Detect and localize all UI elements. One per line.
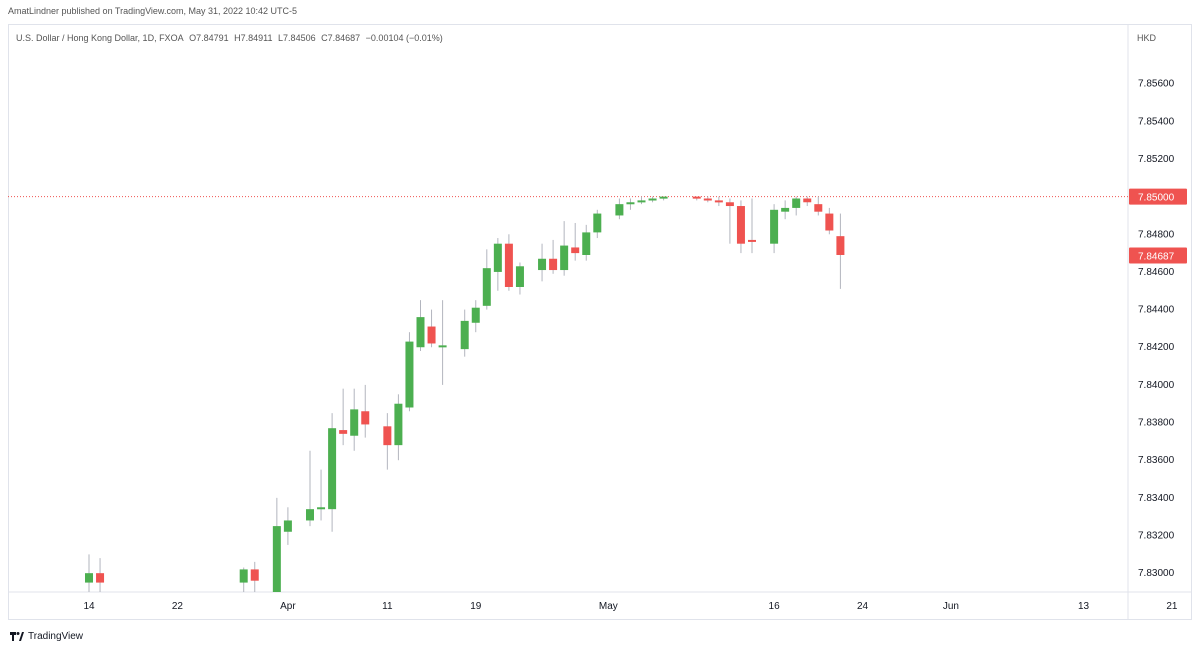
symbol-name: U.S. Dollar / Hong Kong Dollar, 1D, FXOA [16,33,184,43]
candle-up [792,198,801,208]
y-tick-label: 7.83400 [1138,493,1175,504]
legend-high: H7.84911 [234,33,273,43]
candle-up [560,245,569,271]
last-price-label-bg [1129,247,1187,264]
x-tick-label: Jun [943,601,959,612]
symbol-legend: U.S. Dollar / Hong Kong Dollar, 1D, FXOA… [16,33,446,43]
candle-up [582,232,591,255]
x-tick-label: 24 [857,601,869,612]
y-tick-label: 7.83000 [1138,568,1175,579]
candle-up [482,268,491,306]
publisher-line: AmatLindner published on TradingView.com… [8,6,298,16]
candle-up [350,409,359,436]
candle-up [538,258,547,271]
candle-up [438,345,447,348]
candle-down [692,196,701,199]
candle-down [571,247,580,254]
candle-down [427,326,436,344]
candle-down [383,426,392,446]
candle-up [460,320,469,350]
candle-down [725,202,734,207]
y-tick-label: 7.84800 [1138,229,1175,240]
candle-up [239,569,248,583]
candle-up [770,209,779,244]
candle-down [361,411,370,425]
candle-down [714,200,723,203]
y-tick-label: 7.85200 [1138,154,1175,165]
x-tick-label: 21 [1166,601,1178,612]
x-tick-label: 22 [172,601,184,612]
x-tick-label: 11 [382,601,393,612]
y-tick-label: 7.83200 [1138,531,1175,542]
candle-up [394,403,403,446]
x-tick-label: 16 [769,601,781,612]
candle-up [317,507,326,510]
last-price-label: 7.84687 [1138,252,1175,263]
y-tick-label: 7.84600 [1138,267,1175,278]
y-tick-label: 7.85400 [1138,116,1175,127]
y-tick-label: 7.84200 [1138,342,1175,353]
candle-up [283,520,292,532]
legend-open: O7.84791 [189,33,229,43]
candle-up [781,207,790,212]
legend-low: L7.84506 [278,33,316,43]
candle-down [250,569,259,581]
candle-up [593,213,602,233]
x-tick-label: 19 [470,601,482,612]
line-price-label-bg [1129,188,1187,205]
chart-frame [8,24,1192,620]
x-tick-label: Apr [280,601,296,612]
candle-down [339,430,348,434]
candle-down [803,198,812,203]
y-tick-label: 7.83800 [1138,418,1175,429]
legend-close: C7.84687 [321,33,361,43]
x-tick-label: 13 [1078,601,1090,612]
candle-down [504,243,513,287]
footer-brand: TradingView [10,631,83,642]
candle-up [306,509,314,521]
candle-up [272,526,281,592]
y-tick-label: 7.85600 [1138,79,1175,90]
x-tick-label: May [599,601,618,612]
footer-brand-label: TradingView [28,631,84,642]
candle-down [814,204,823,212]
candle-up [637,200,646,203]
candle-up [626,202,635,205]
line-price-label: 7.85000 [1138,193,1175,204]
candle-down [836,236,845,255]
candle-down [96,573,105,583]
candle-down [703,198,712,201]
currency-label: HKD [1137,33,1157,43]
y-tick-label: 7.84000 [1138,380,1175,391]
candle-down [748,239,756,242]
candle-down [736,206,745,244]
candle-up [405,341,414,408]
candle-down [825,213,834,231]
tradingview-logo-icon [10,632,24,641]
candle-up [85,573,93,583]
y-tick-label: 7.84400 [1138,305,1175,316]
candle-up [648,198,657,201]
candle-up [515,266,524,287]
y-tick-label: 7.83600 [1138,455,1175,466]
candle-up [416,317,425,348]
candle-up [659,196,668,199]
candle-up [615,204,624,216]
candle-up [328,428,337,510]
legend-change: −0.00104 (−0.01%) [365,33,443,43]
x-tick-label: 14 [83,601,95,612]
candle-up [493,243,502,272]
candle-down [549,258,558,271]
candle-up [471,307,480,323]
